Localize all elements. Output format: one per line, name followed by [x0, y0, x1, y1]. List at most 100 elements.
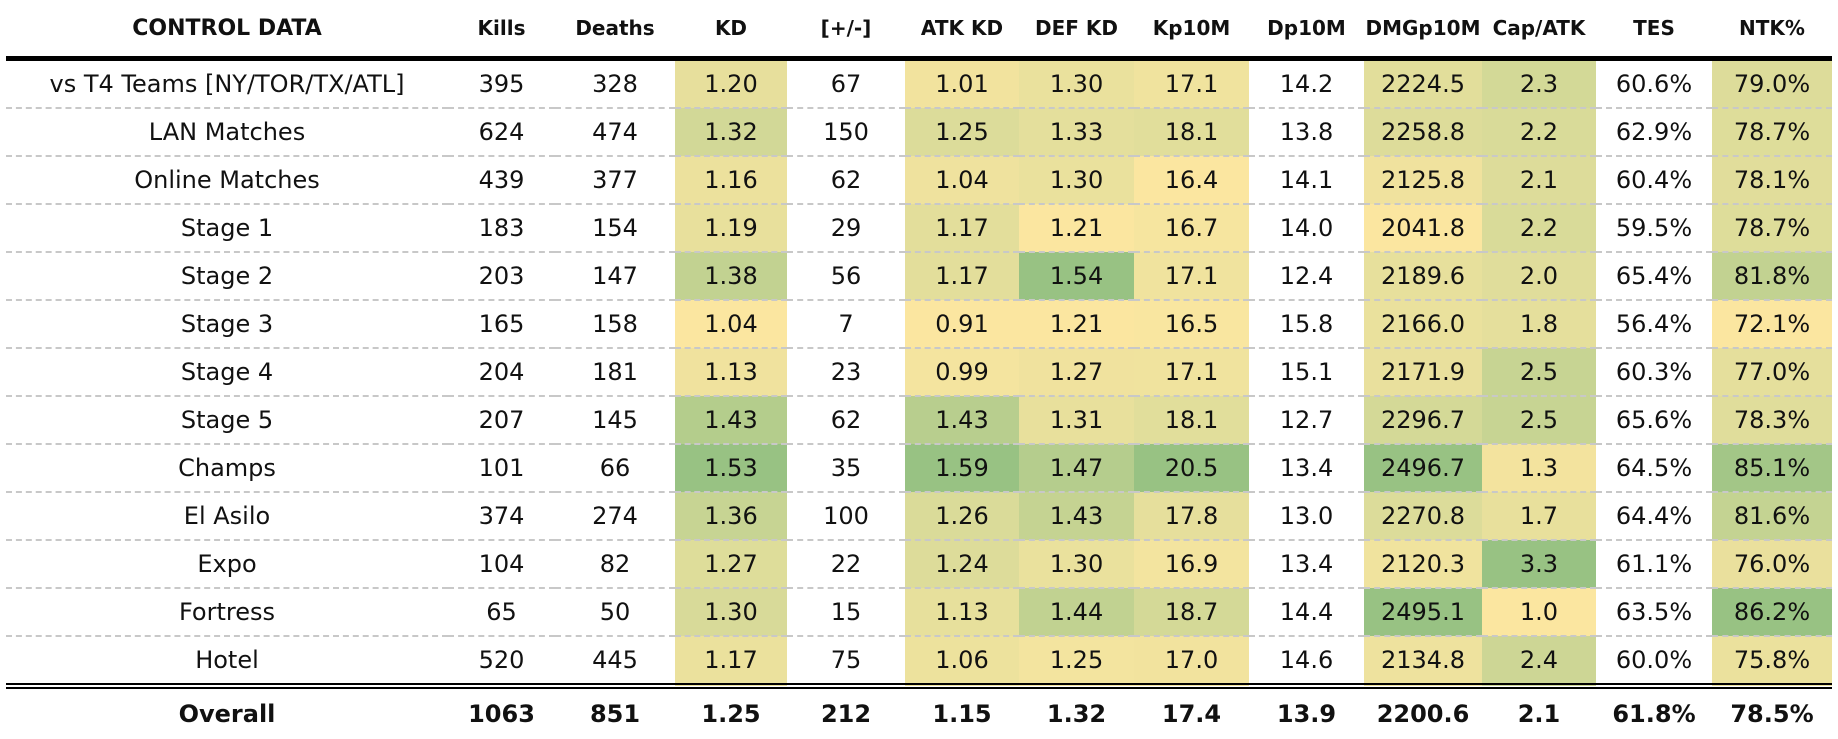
- cell-tes: 60.0%: [1615, 646, 1693, 674]
- cell-dp10m: 13.8: [1249, 108, 1364, 157]
- cell-dmgp10m: 2224.5: [1364, 58, 1482, 109]
- column-header[interactable]: DEF KD: [1019, 0, 1134, 61]
- cell-cap-atk: 3.3: [1482, 540, 1596, 589]
- cell-kp10m: 17.4: [1134, 683, 1249, 739]
- column-header[interactable]: KD: [675, 0, 787, 61]
- cell-dp10m: 13.4: [1249, 444, 1364, 493]
- cell-def-kd: 1.47: [1019, 444, 1134, 493]
- cell-kd: 1.27: [675, 540, 787, 589]
- cell-kills: 204: [448, 348, 555, 397]
- column-header[interactable]: NTK%: [1712, 0, 1832, 61]
- cell-dp10m: 14.6: [1279, 646, 1334, 674]
- cell-atk-kd: 1.43: [905, 396, 1019, 445]
- cell-tes: 56.4%: [1596, 300, 1712, 349]
- cell-deaths: 474: [555, 108, 675, 157]
- column-header[interactable]: DMGp10M: [1364, 0, 1482, 61]
- cell-kp10m: 17.1: [1134, 348, 1249, 397]
- cell-tes: 60.6%: [1596, 58, 1712, 109]
- cell-cap-atk: 1.3: [1482, 444, 1596, 493]
- row-label: Champs: [6, 444, 448, 493]
- cell-atk-kd: 1.17: [905, 252, 1019, 301]
- cell-dmgp10m: 2134.8: [1364, 636, 1482, 686]
- column-header[interactable]: TES: [1596, 0, 1712, 61]
- cell-kp10m: 17.1: [1134, 252, 1249, 301]
- cell-ntk-: 78.7%: [1712, 204, 1832, 253]
- cell-kills: 101: [448, 444, 555, 493]
- cell-atk-kd: 1.24: [905, 540, 1019, 589]
- cell-dp10m: 14.0: [1249, 204, 1364, 253]
- cell-dp10m: 15.1: [1249, 348, 1364, 397]
- cell-cap-atk: 2.2: [1482, 204, 1596, 253]
- row-label: El Asilo: [6, 492, 448, 541]
- cell--: 23: [787, 348, 905, 397]
- cell-tes: 60.4%: [1596, 156, 1712, 205]
- cell-atk-kd: 1.59: [905, 444, 1019, 493]
- cell-cap-atk: 2.5: [1482, 396, 1596, 445]
- cell-dp10m: 13.4: [1249, 540, 1364, 589]
- cell-deaths: 445: [592, 646, 638, 674]
- cell-dp10m: 12.4: [1249, 252, 1364, 301]
- cell-kd: 1.19: [675, 204, 787, 253]
- column-header[interactable]: Dp10M: [1249, 0, 1364, 61]
- cell-def-kd: 1.25: [1019, 636, 1134, 686]
- cell-def-kd: 1.54: [1019, 252, 1134, 301]
- cell-kills: 165: [448, 300, 555, 349]
- cell-tes: 64.5%: [1596, 444, 1712, 493]
- cell-def-kd: 1.32: [1019, 683, 1134, 739]
- cell-kd: 1.25: [675, 683, 787, 739]
- cell-dmgp10m: 2120.3: [1364, 540, 1482, 589]
- cell-kills: 203: [448, 252, 555, 301]
- cell--: 35: [787, 444, 905, 493]
- cell-dmgp10m: 2270.8: [1364, 492, 1482, 541]
- cell-deaths: 181: [555, 348, 675, 397]
- cell-cap-atk: 2.3: [1482, 58, 1596, 109]
- cell-kills: 374: [448, 492, 555, 541]
- cell-dp10m: 12.7: [1249, 396, 1364, 445]
- cell-cap-atk: 2.2: [1482, 108, 1596, 157]
- cell-atk-kd: 1.26: [905, 492, 1019, 541]
- cell-def-kd: 1.31: [1019, 396, 1134, 445]
- column-header[interactable]: Kp10M: [1134, 0, 1249, 61]
- column-header[interactable]: [+/-]: [787, 0, 905, 61]
- column-header[interactable]: Deaths: [555, 0, 675, 61]
- row-label: Stage 4: [6, 348, 448, 397]
- table-row: Stage 4 204 181 1.13 23 0.99 1.27 17.1 15.1 2171.…: [6, 348, 1832, 397]
- overall-row: Overall 1063 851 1.25 212 1.15 1.32 17.4 13.9 220…: [6, 683, 1832, 739]
- row-label: Stage 5: [6, 396, 448, 445]
- cell-atk-kd: 1.25: [905, 108, 1019, 157]
- cell-kp10m: 18.1: [1134, 108, 1249, 157]
- cell-dp10m: 14.1: [1249, 156, 1364, 205]
- row-label: vs T4 Teams [NY/TOR/TX/ATL]: [6, 58, 448, 109]
- cell-dp10m: 15.8: [1249, 300, 1364, 349]
- cell-cap-atk: 2.5: [1482, 348, 1596, 397]
- cell-def-kd: 1.21: [1019, 300, 1134, 349]
- row-label: Expo: [6, 540, 448, 589]
- cell-deaths: 50: [555, 588, 675, 637]
- cell-deaths: 328: [555, 58, 675, 109]
- row-label: LAN Matches: [6, 108, 448, 157]
- row-label: Stage 1: [6, 204, 448, 253]
- cell-def-kd: 1.30: [1019, 58, 1134, 109]
- cell-kd: 1.13: [675, 348, 787, 397]
- cell-kd: 1.16: [675, 156, 787, 205]
- cell-kd: 1.53: [675, 444, 787, 493]
- cell-dp10m: 13.9: [1249, 683, 1364, 739]
- cell-dmgp10m: 2296.7: [1364, 396, 1482, 445]
- cell-deaths: 274: [555, 492, 675, 541]
- column-header[interactable]: Cap/ATK: [1482, 0, 1596, 61]
- table-row: Online Matches 439 377 1.16 62 1.04 1.30 16.4 14…: [6, 156, 1832, 205]
- cell--: 29: [787, 204, 905, 253]
- table-row: Expo 104 82 1.27 22 1.24 1.30 16.9 13.4 2120.3 3.3…: [6, 540, 1832, 589]
- cell-kp10m: 17.8: [1134, 492, 1249, 541]
- cell-cap-atk: 1.7: [1482, 492, 1596, 541]
- column-header[interactable]: ATK KD: [905, 0, 1019, 61]
- cell-ntk-: 78.1%: [1712, 156, 1832, 205]
- cell-kills: 183: [448, 204, 555, 253]
- cell-dmgp10m: 2171.9: [1364, 348, 1482, 397]
- column-header[interactable]: Kills: [448, 0, 555, 61]
- cell-dmgp10m: 2189.6: [1364, 252, 1482, 301]
- cell-atk-kd: 0.91: [905, 300, 1019, 349]
- cell--: 62: [787, 156, 905, 205]
- cell-tes: 59.5%: [1596, 204, 1712, 253]
- cell-tes: 60.3%: [1596, 348, 1712, 397]
